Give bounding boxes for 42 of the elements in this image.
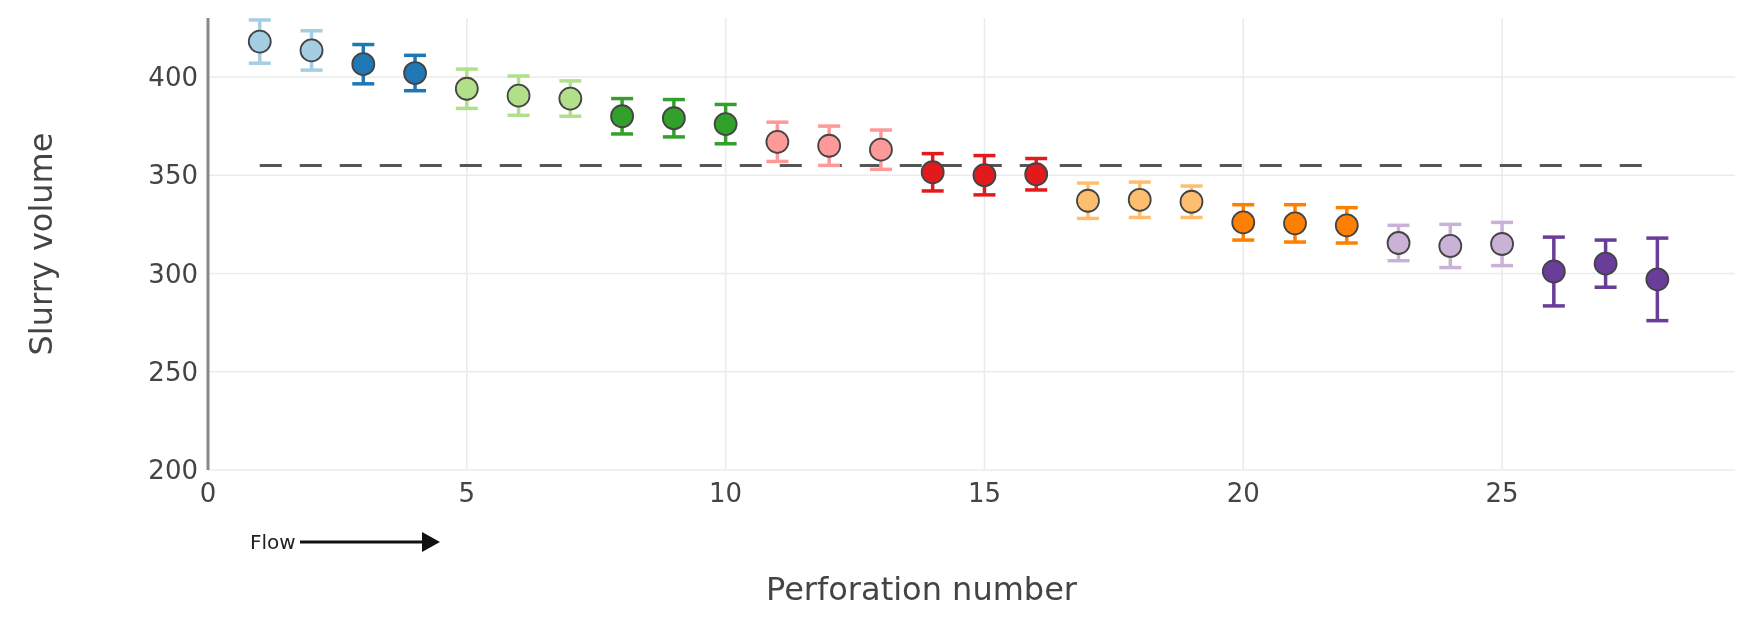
point: [1645, 267, 1670, 292]
point: [299, 38, 324, 63]
point: [1334, 213, 1359, 238]
y-tick-label: 400: [148, 62, 198, 93]
point: [817, 133, 842, 158]
point: [506, 83, 531, 108]
x-axis-title: Perforation number: [766, 570, 1078, 608]
x-tick-label: 20: [1226, 478, 1260, 508]
point: [610, 104, 634, 129]
point: [661, 106, 686, 131]
point: [1179, 189, 1204, 214]
y-tick-label: 300: [148, 258, 198, 289]
point: [1127, 187, 1152, 212]
x-tick-label: 10: [709, 478, 743, 508]
y-axis-title: Slurry volume: [22, 132, 60, 356]
point: [1283, 211, 1307, 236]
point: [558, 86, 583, 111]
point: [869, 137, 893, 162]
text: Flow: [250, 530, 296, 554]
point: [1438, 234, 1463, 258]
point: [403, 61, 427, 85]
point: [1490, 232, 1514, 256]
point: [1231, 210, 1256, 235]
x-tick-label: 25: [1485, 478, 1519, 508]
point: [1076, 188, 1100, 213]
y-tick-label: 250: [148, 356, 198, 387]
point: [972, 163, 997, 188]
point: [1386, 231, 1411, 255]
point: [247, 29, 272, 54]
y-tick-label: 350: [148, 160, 198, 191]
point: [454, 76, 479, 101]
x-tick-label: 0: [199, 478, 217, 508]
y-tick-label: 200: [148, 455, 198, 486]
point: [1541, 259, 1566, 284]
x-tick-label: 15: [967, 478, 1001, 508]
x-tick-label: 5: [458, 478, 476, 508]
point: [765, 129, 790, 154]
point: [713, 112, 738, 136]
point: [1593, 251, 1618, 276]
point: [920, 160, 945, 185]
point: [351, 52, 376, 77]
point: [1024, 162, 1049, 187]
